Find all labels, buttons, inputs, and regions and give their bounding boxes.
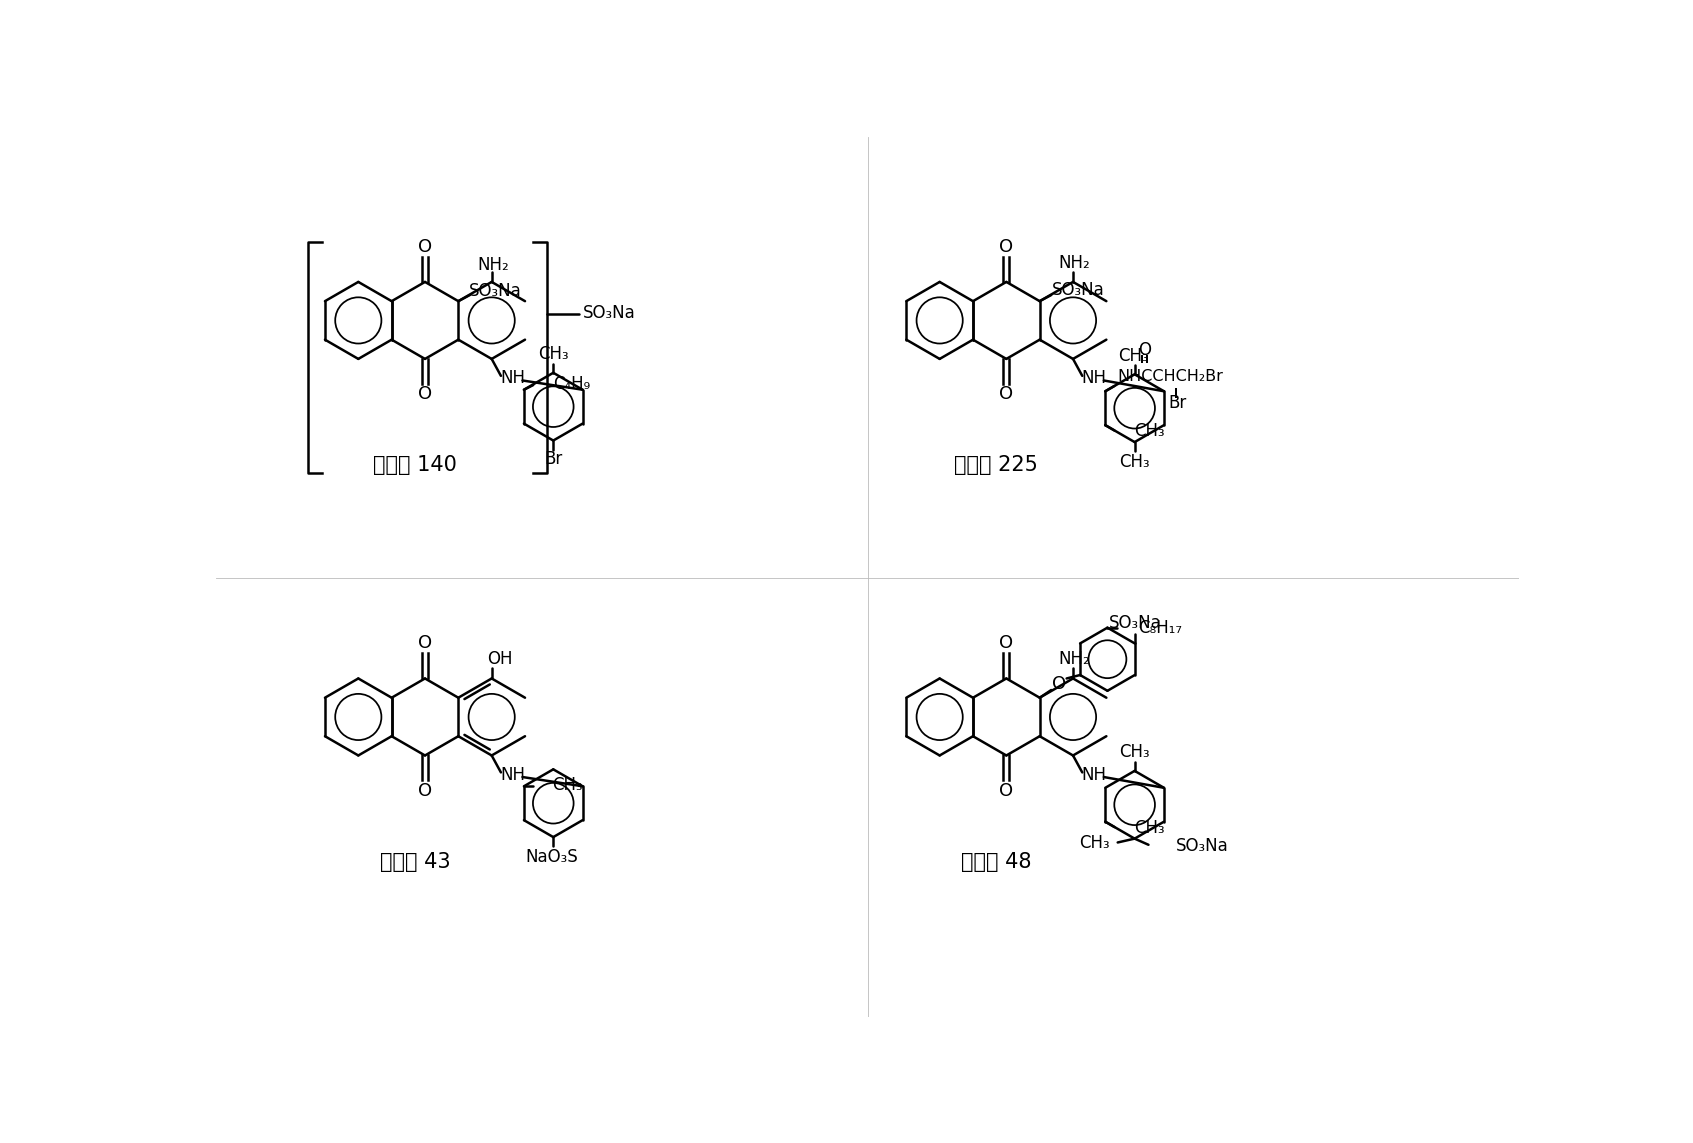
Text: CH₃: CH₃ [1134, 818, 1165, 837]
Text: O: O [999, 782, 1014, 799]
Text: O: O [418, 634, 432, 653]
Text: NH: NH [1082, 766, 1106, 784]
Text: NH₂: NH₂ [477, 256, 510, 274]
Text: SO₃Na: SO₃Na [1051, 281, 1104, 298]
Text: CH₃: CH₃ [1078, 834, 1111, 853]
Text: SO₃Na: SO₃Na [469, 282, 521, 301]
Text: NH₂: NH₂ [1058, 254, 1090, 272]
Text: NH₂: NH₂ [1058, 650, 1090, 669]
Text: NH: NH [499, 766, 525, 784]
Text: C₄H₉: C₄H₉ [554, 375, 591, 392]
Text: CH₃: CH₃ [1117, 346, 1148, 365]
Text: NH: NH [1082, 369, 1106, 387]
Text: 酸性蓝 225: 酸性蓝 225 [955, 455, 1038, 475]
Text: SO₃Na: SO₃Na [1177, 838, 1229, 855]
Text: CH₃: CH₃ [1134, 422, 1165, 440]
Text: Br: Br [1168, 394, 1187, 411]
Text: O: O [418, 385, 432, 403]
Text: SO₃Na: SO₃Na [584, 304, 637, 322]
Text: 酸性紫 43: 酸性紫 43 [379, 852, 450, 872]
Text: 酸性蓝 140: 酸性蓝 140 [372, 455, 457, 475]
Text: O: O [999, 238, 1014, 256]
Text: CH₃: CH₃ [1119, 743, 1150, 761]
Text: SO₃Na: SO₃Na [1109, 615, 1161, 632]
Text: O: O [418, 782, 432, 799]
Text: OH: OH [486, 650, 511, 669]
Text: O: O [1138, 342, 1151, 359]
Text: C₈H₁₇: C₈H₁₇ [1138, 618, 1182, 637]
Text: Br: Br [543, 450, 562, 467]
Text: NaO₃S: NaO₃S [525, 848, 577, 866]
Text: O: O [999, 634, 1014, 653]
Text: CH₃: CH₃ [1119, 453, 1150, 471]
Text: O: O [999, 385, 1014, 403]
Text: O: O [418, 238, 432, 256]
Text: NHCCHCH₂Br: NHCCHCH₂Br [1117, 369, 1222, 384]
Text: CH₃: CH₃ [552, 776, 582, 794]
Text: O: O [1051, 674, 1067, 693]
Text: CH₃: CH₃ [538, 345, 569, 363]
Text: NH: NH [499, 369, 525, 387]
Text: 酸性紫 48: 酸性紫 48 [962, 852, 1031, 872]
